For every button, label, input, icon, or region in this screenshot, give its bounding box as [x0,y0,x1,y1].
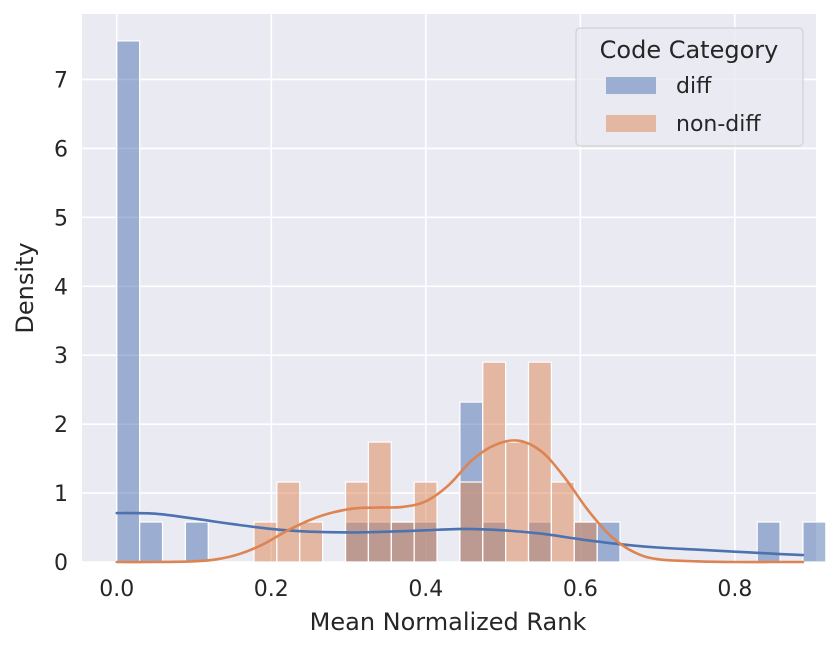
y-tick-label: 4 [54,275,68,300]
kde-line-non-diff [115,439,805,564]
y-tick-label: 6 [54,137,68,162]
x-tick-label: 0.0 [99,577,134,602]
histogram-bar-non-diff [276,481,301,563]
histogram-bar-non-diff [299,521,324,563]
legend-swatch-non-diff [606,115,656,132]
histogram-bar-diff [184,521,209,563]
histogram-bar-non-diff [505,441,530,563]
x-tick-label: 0.2 [254,577,289,602]
y-axis-label: Density [11,242,39,333]
y-tick-label: 2 [54,413,68,438]
histogram-bar-non-diff [367,441,392,563]
x-tick-label: 0.6 [563,577,598,602]
histogram-bar-non-diff [482,361,507,563]
y-tick-label: 5 [54,206,68,231]
histogram-bar-diff [116,40,141,563]
histogram-bar-non-diff [413,481,438,563]
tick-labels: 0.0 0.2 0.4 0.6 0.8 0 1 2 3 4 5 6 7 [54,68,752,602]
legend: Code Category diff non-diff [575,27,804,147]
y-tick-label: 3 [54,344,68,369]
legend-label-diff: diff [676,74,712,99]
x-tick-label: 0.8 [717,577,752,602]
histogram-bars [116,40,827,563]
kde-curves [115,439,805,564]
y-tick-label: 1 [54,482,68,507]
y-tick-label: 0 [54,551,68,576]
histogram-bar-diff [802,521,827,563]
legend-swatch-diff [606,77,656,94]
x-axis-label: Mean Normalized Rank [310,608,587,636]
histogram-bar-diff [756,521,781,563]
histogram-bar-non-diff [344,481,370,563]
legend-label-non-diff: non-diff [676,112,761,137]
histogram-bar-non-diff [459,481,484,563]
x-tick-label: 0.4 [408,577,443,602]
legend-title: Code Category [600,36,779,64]
histogram-bar-non-diff [390,521,415,563]
histogram-bar-non-diff [550,481,575,563]
grid-lines [82,14,816,563]
histogram-bar-diff [139,521,164,563]
kde-line-diff [115,511,805,557]
y-tick-label: 7 [54,68,68,93]
